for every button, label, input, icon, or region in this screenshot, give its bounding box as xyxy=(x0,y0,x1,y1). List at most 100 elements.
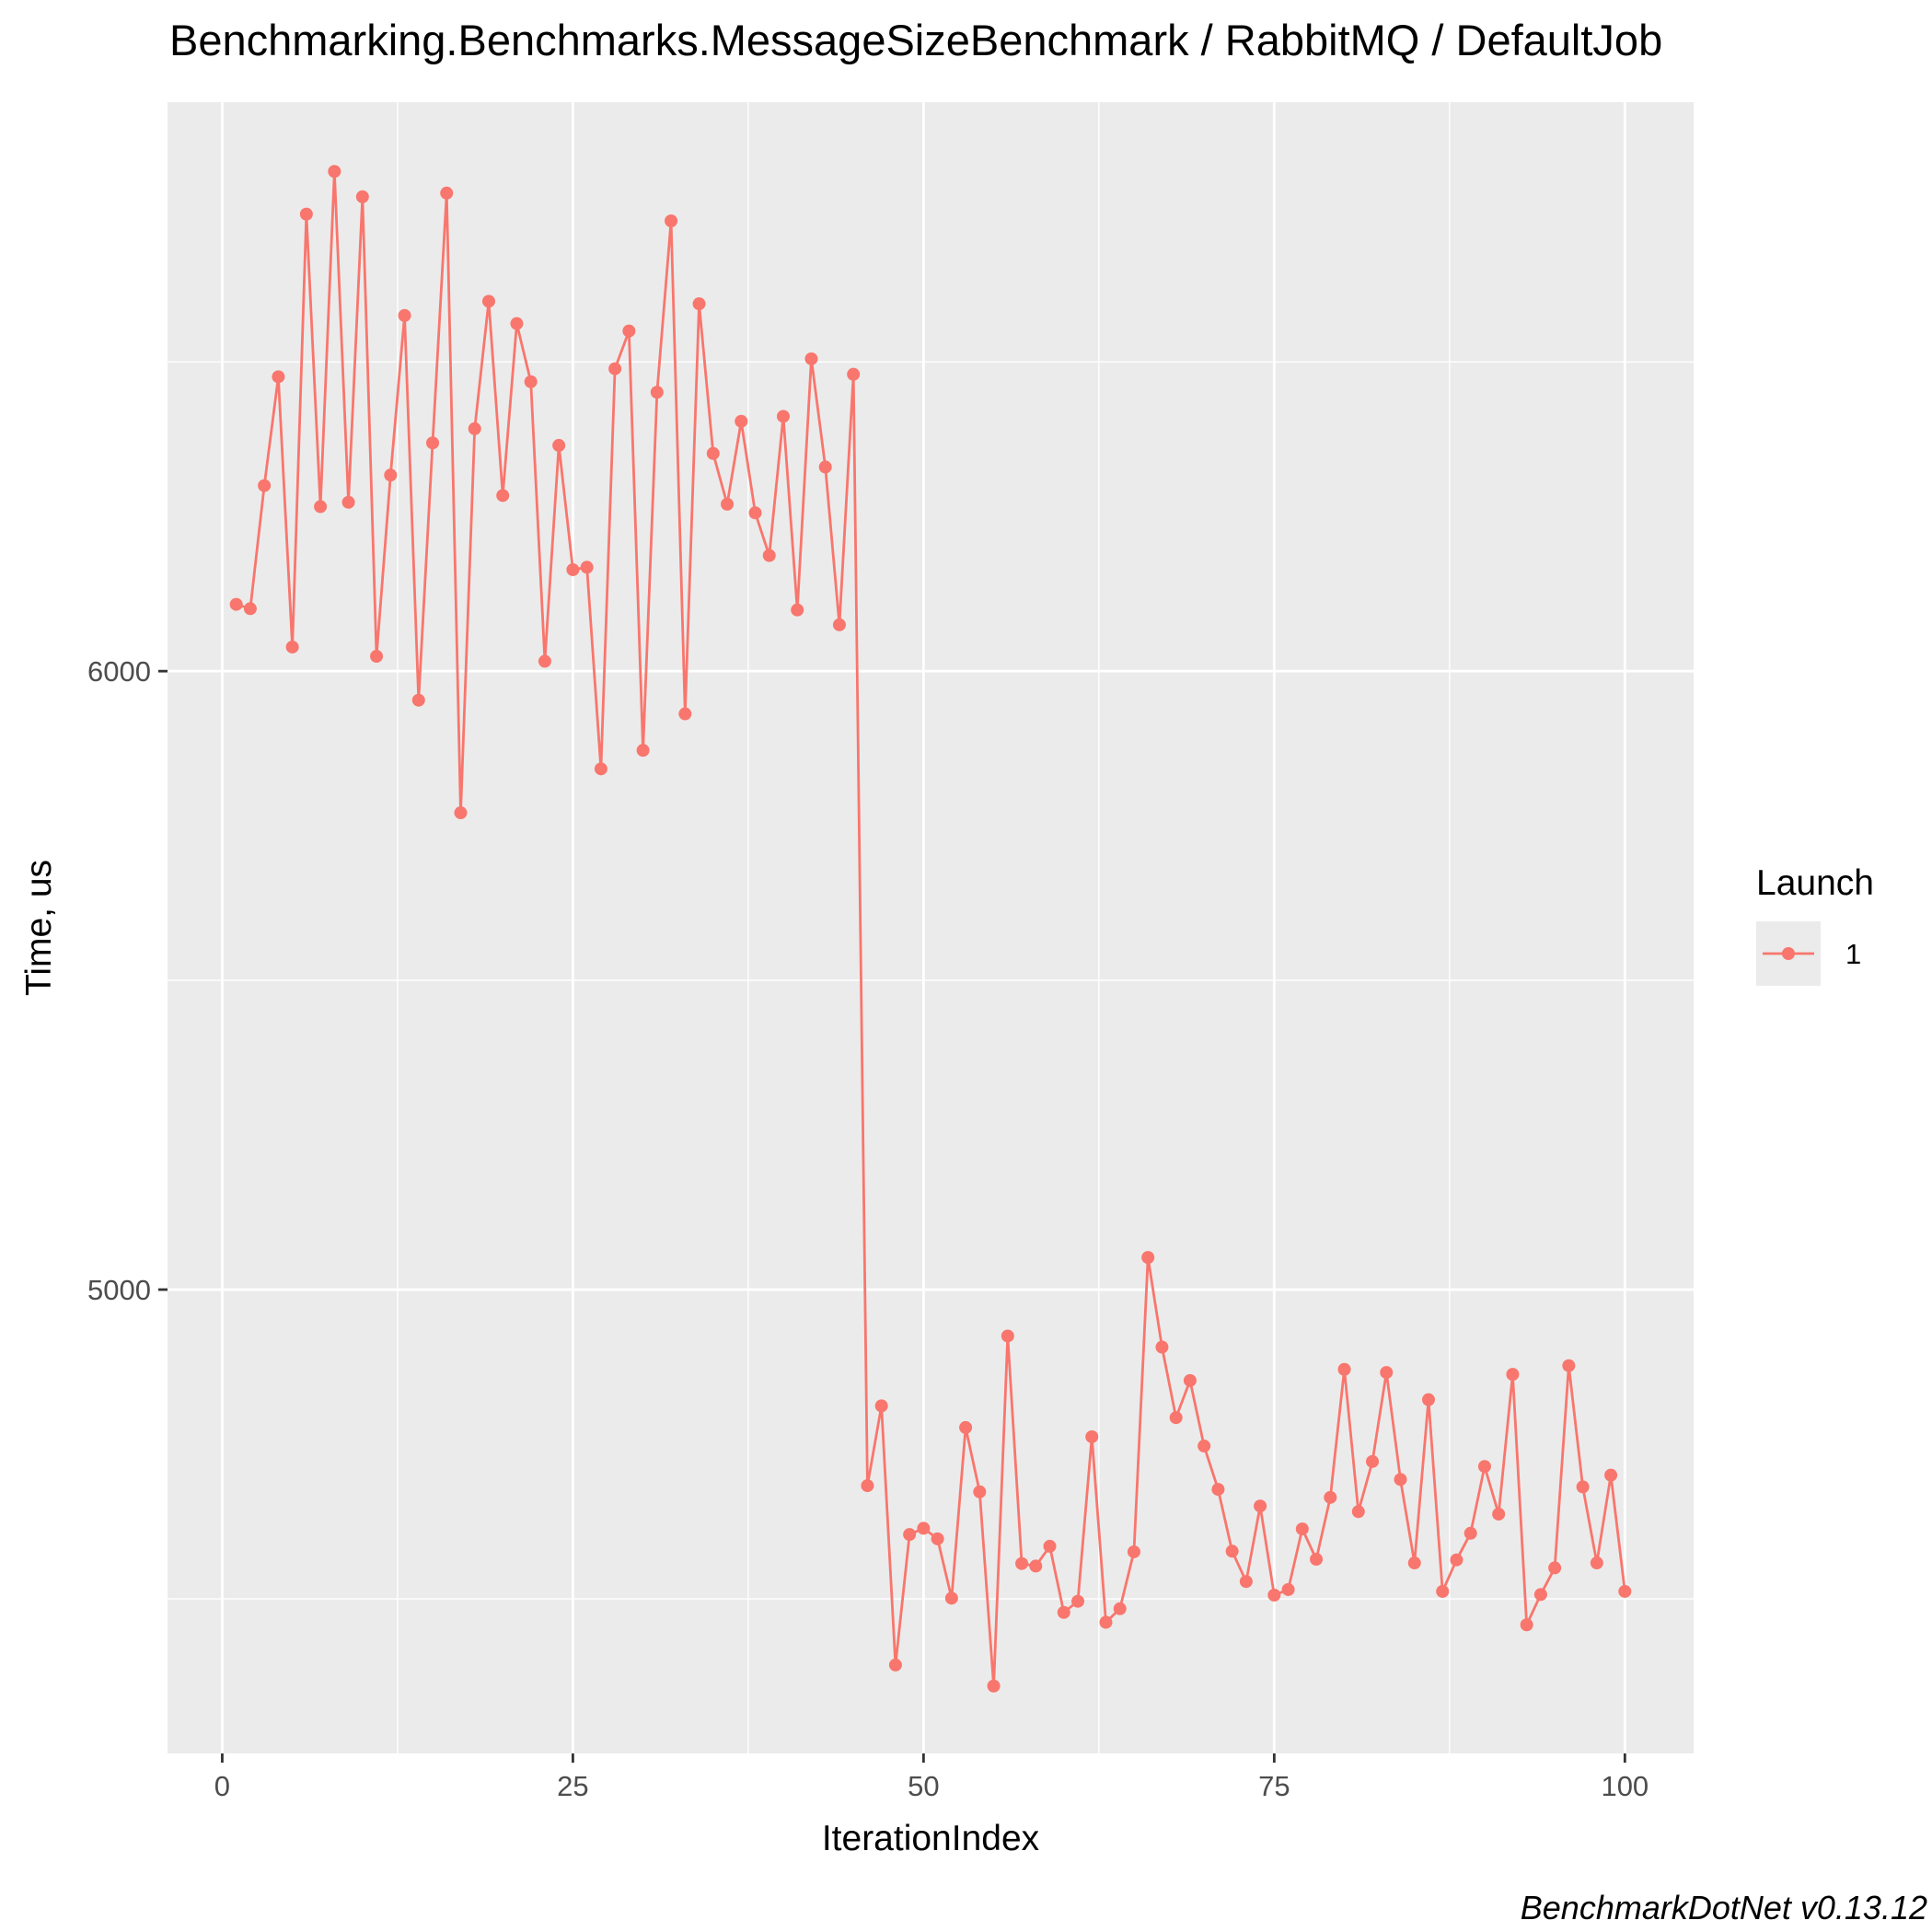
data-point xyxy=(229,597,243,611)
data-point xyxy=(1548,1561,1562,1575)
data-point xyxy=(776,410,790,423)
data-point xyxy=(552,438,566,452)
data-point xyxy=(1155,1340,1169,1354)
data-point xyxy=(1351,1505,1365,1519)
data-point xyxy=(791,603,804,617)
tick-labels: 0 25 50 75 100 5000 6000 xyxy=(87,655,1649,1802)
data-point xyxy=(832,618,846,631)
data-point xyxy=(735,414,748,428)
y-tick-label: 6000 xyxy=(87,655,151,688)
data-point xyxy=(1239,1575,1253,1589)
data-point xyxy=(944,1591,958,1605)
data-point xyxy=(1590,1556,1603,1570)
legend-label: 1 xyxy=(1845,938,1861,970)
data-point xyxy=(328,165,341,179)
data-point xyxy=(874,1399,888,1413)
data-point xyxy=(496,489,510,503)
data-point xyxy=(1141,1251,1155,1265)
caption: BenchmarkDotNet v0.13.12 xyxy=(1521,1889,1927,1926)
x-tick-label: 75 xyxy=(1258,1770,1290,1802)
data-point xyxy=(566,562,580,576)
data-point xyxy=(931,1532,944,1545)
y-axis-title: Time, us xyxy=(19,860,59,996)
data-point xyxy=(818,460,832,474)
y-tick-label: 5000 xyxy=(87,1274,151,1306)
data-point xyxy=(1533,1588,1547,1602)
data-point xyxy=(678,707,692,721)
data-point xyxy=(1394,1473,1407,1487)
data-point xyxy=(1071,1594,1085,1608)
data-point xyxy=(299,207,313,221)
data-point xyxy=(538,654,551,668)
data-point xyxy=(1463,1526,1477,1540)
data-point xyxy=(440,186,454,200)
data-point xyxy=(580,561,594,574)
legend: Launch 1 xyxy=(1756,863,1874,986)
data-point xyxy=(650,386,664,399)
data-point xyxy=(1169,1411,1183,1425)
x-axis-title: IterationIndex xyxy=(822,1819,1040,1858)
data-point xyxy=(1225,1544,1239,1558)
data-point xyxy=(384,469,398,482)
data-point xyxy=(1183,1373,1197,1387)
data-point xyxy=(959,1420,973,1434)
data-point xyxy=(1562,1359,1576,1372)
data-point xyxy=(454,806,468,820)
data-point xyxy=(370,650,384,664)
x-tick-label: 100 xyxy=(1601,1770,1649,1802)
data-point xyxy=(1324,1490,1337,1504)
legend-key-point xyxy=(1782,947,1795,960)
data-point xyxy=(1366,1454,1380,1468)
data-point xyxy=(468,422,481,435)
data-point xyxy=(314,500,328,514)
data-point xyxy=(398,308,411,322)
data-point xyxy=(1506,1368,1520,1382)
data-point xyxy=(847,367,861,381)
data-point xyxy=(888,1658,902,1672)
data-point xyxy=(706,446,720,460)
data-point xyxy=(1310,1553,1324,1567)
data-point xyxy=(1477,1460,1491,1474)
data-point xyxy=(636,744,650,758)
data-point xyxy=(1281,1582,1295,1596)
data-point xyxy=(594,762,607,776)
data-point xyxy=(1113,1602,1127,1615)
legend-title: Launch xyxy=(1756,863,1874,903)
data-point xyxy=(1407,1556,1421,1570)
data-point xyxy=(1254,1499,1267,1513)
data-point xyxy=(1099,1615,1113,1629)
data-point xyxy=(481,295,495,308)
data-point xyxy=(804,352,818,365)
data-point xyxy=(1604,1468,1618,1482)
x-tick-label: 0 xyxy=(214,1770,230,1802)
data-point xyxy=(1380,1366,1394,1380)
data-point xyxy=(426,436,440,450)
series-line xyxy=(236,169,1626,1688)
data-point xyxy=(1450,1553,1463,1567)
data-point xyxy=(1211,1483,1225,1497)
data-point xyxy=(510,317,524,330)
axis-ticks xyxy=(158,669,1626,1763)
data-point xyxy=(762,549,776,562)
series-layer xyxy=(229,165,1632,1693)
data-point xyxy=(1085,1429,1099,1443)
data-point xyxy=(1492,1507,1506,1521)
data-point xyxy=(258,479,272,492)
data-point xyxy=(1127,1544,1140,1558)
x-tick-label: 50 xyxy=(908,1770,939,1802)
grid-minor xyxy=(168,102,1694,1753)
data-point xyxy=(1043,1539,1057,1553)
data-point xyxy=(903,1528,917,1542)
data-point xyxy=(1576,1480,1590,1494)
data-point xyxy=(917,1521,931,1535)
data-point xyxy=(665,214,678,228)
data-point xyxy=(1267,1588,1281,1602)
data-point xyxy=(355,190,369,203)
data-point xyxy=(272,370,285,384)
grid-major xyxy=(168,102,1694,1753)
chart-title: Benchmarking.Benchmarks.MessageSizeBench… xyxy=(169,16,1662,64)
data-point xyxy=(748,506,762,520)
data-point xyxy=(1295,1522,1309,1536)
data-point xyxy=(622,324,636,338)
